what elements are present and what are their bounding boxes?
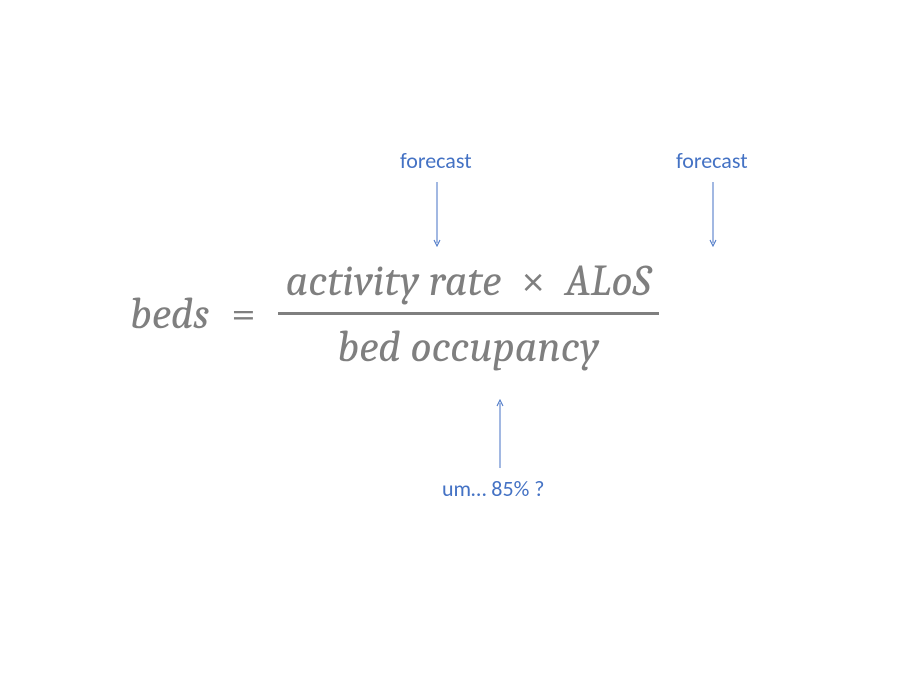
formula: beds = activity rate × ALoS bed occupanc… (130, 255, 659, 372)
numerator-alos: ALoS (565, 255, 651, 306)
formula-lhs: beds (130, 288, 209, 339)
annotation-forecast-activity: forecast (400, 147, 472, 174)
formula-denominator: bed occupancy (329, 315, 607, 372)
formula-numerator: activity rate × ALoS (278, 255, 659, 312)
formula-equals: = (231, 288, 255, 339)
multiply-sign: × (511, 255, 555, 306)
formula-fraction: activity rate × ALoS bed occupancy (278, 255, 659, 372)
annotation-occupancy-guess: um… 85% ? (442, 475, 545, 502)
arrow-occupancy (490, 400, 510, 468)
arrow-forecast-activity (427, 182, 447, 246)
arrow-forecast-alos (703, 182, 723, 246)
numerator-activity-rate: activity rate (286, 255, 502, 306)
annotation-forecast-alos: forecast (676, 147, 748, 174)
